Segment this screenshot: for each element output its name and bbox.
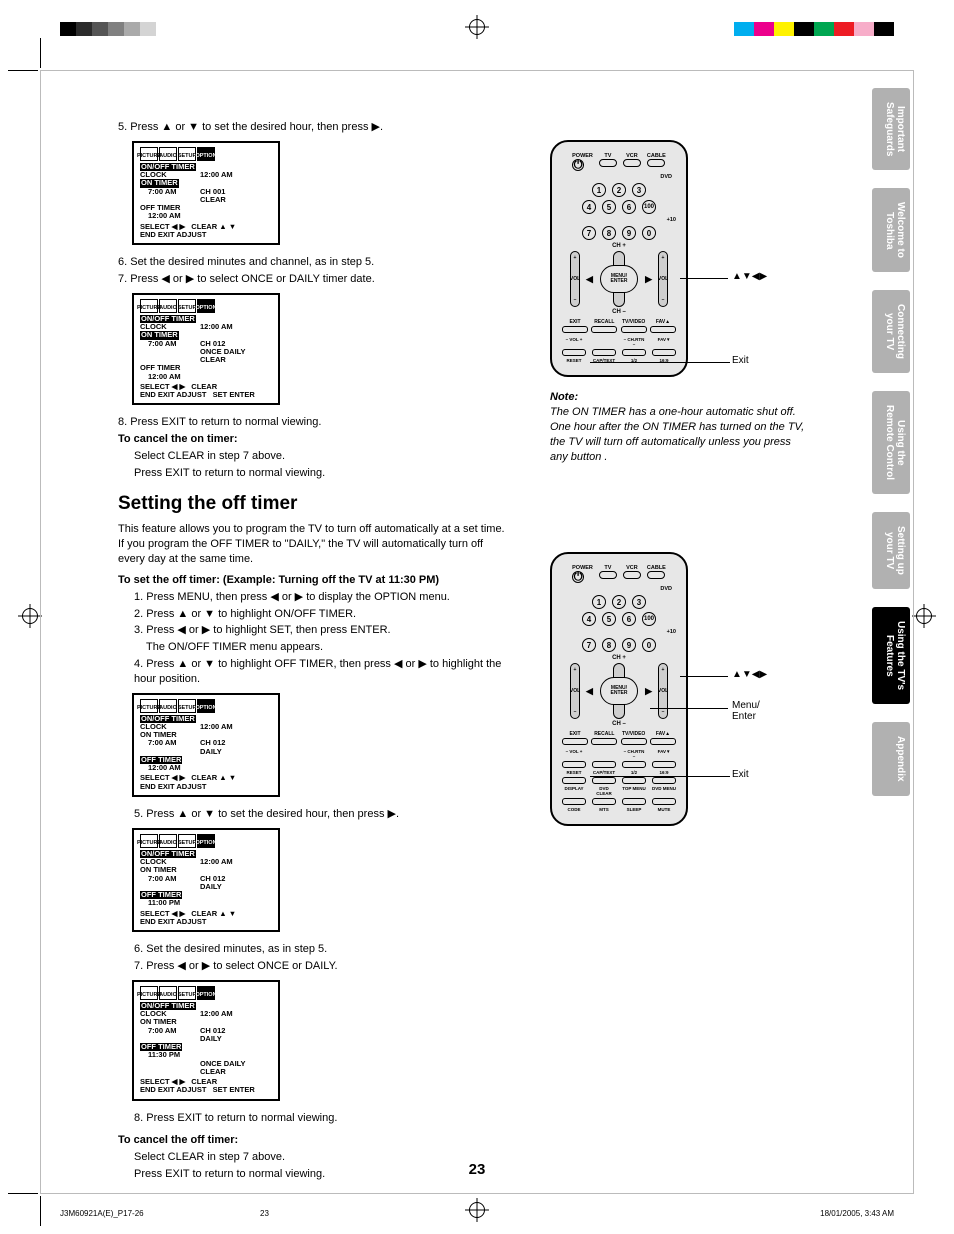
- callout-exit: Exit: [732, 355, 749, 366]
- off-s5: 5. Press ▲ or ▼ to set the desired hour,…: [118, 807, 508, 822]
- cancel-off-l1: Select CLEAR in step 7 above.: [118, 1150, 508, 1165]
- off-s2: 2. Press ▲ or ▼ to highlight ON/OFF TIME…: [118, 607, 508, 622]
- page-number: 23: [469, 1161, 486, 1178]
- osd-screen-1: PICTURE AUDIO SETUP OPTION ON/OFF TIMER …: [132, 141, 280, 245]
- side-tab: Connecting your TV: [872, 290, 910, 373]
- callout-arrows: ▲▼◀▶: [732, 669, 767, 680]
- crop-mark: [40, 38, 41, 68]
- callout-arrows: ▲▼◀▶: [732, 271, 767, 282]
- callout-menu: Menu/ Enter: [732, 700, 760, 722]
- cancel-on-l1: Select CLEAR in step 7 above.: [118, 449, 508, 464]
- side-tab: Using the Remote Control: [872, 391, 910, 494]
- osd-screen-2: PICTURE AUDIO SETUP OPTION ON/OFF TIMER …: [132, 293, 280, 406]
- off-s4: 4. Press ▲ or ▼ to highlight OFF TIMER, …: [118, 657, 508, 687]
- remote-diagram-2: POWER⏻ TV VCR CABLE DVD 123 456100 +10 7…: [550, 552, 740, 826]
- side-tab: Setting up your TV: [872, 512, 910, 589]
- registration-mark-icon: [465, 15, 489, 39]
- cancel-on-l2: Press EXIT to return to normal viewing.: [118, 466, 508, 481]
- note-body: The ON TIMER has a one-hour automatic sh…: [550, 405, 810, 464]
- footer-mid: 23: [260, 1209, 360, 1218]
- crop-mark: [8, 70, 38, 71]
- registration-mark-icon: [912, 604, 936, 628]
- step-6: 6. Set the desired minutes and channel, …: [118, 255, 508, 270]
- off-s3b: The ON/OFF TIMER menu appears.: [118, 640, 508, 655]
- step-5: 5. Press ▲ or ▼ to set the desired hour,…: [118, 120, 508, 135]
- menu-enter-button: MENU/ ENTER: [600, 265, 638, 293]
- step-7: 7. Press ◀ or ▶ to select ONCE or DAILY …: [118, 272, 508, 287]
- cancel-on-head: To cancel the on timer:: [118, 432, 508, 447]
- off-s6: 6. Set the desired minutes, as in step 5…: [118, 942, 508, 957]
- section-title: Setting the off timer: [118, 491, 508, 517]
- off-s8: 8. Press EXIT to return to normal viewin…: [118, 1111, 508, 1126]
- off-s7: 7. Press ◀ or ▶ to select ONCE or DAILY.: [118, 959, 508, 974]
- power-icon: ⏻: [572, 159, 584, 171]
- side-tab: Appendix: [872, 722, 910, 796]
- power-icon: ⏻: [572, 571, 584, 583]
- cancel-off-head: To cancel the off timer:: [118, 1133, 508, 1148]
- right-column: POWER⏻ TV VCR CABLE DVD 123 456100 +10 7…: [550, 140, 810, 840]
- side-tab: Welcome to Toshiba: [872, 188, 910, 272]
- footer-left: J3M60921A(E)_P17-26: [60, 1209, 260, 1218]
- off-head: To set the off timer: (Example: Turning …: [118, 573, 508, 588]
- off-s3: 3. Press ◀ or ▶ to highlight SET, then p…: [118, 623, 508, 638]
- registration-mark-icon: [465, 1198, 489, 1222]
- registration-mark-icon: [18, 604, 42, 628]
- osd-screen-5: PICTURE AUDIO SETUP OPTION ON/OFF TIMER …: [132, 980, 280, 1101]
- crop-mark: [8, 1193, 38, 1194]
- note-heading: Note:: [550, 391, 810, 403]
- crop-mark: [40, 1196, 41, 1226]
- main-content: 5. Press ▲ or ▼ to set the desired hour,…: [118, 118, 508, 1184]
- step-8: 8. Press EXIT to return to normal viewin…: [118, 415, 508, 430]
- side-tabs: Important Safeguards Welcome to Toshiba Co…: [872, 88, 910, 796]
- callout-exit: Exit: [732, 769, 749, 780]
- off-s1: 1. Press MENU, then press ◀ or ▶ to disp…: [118, 590, 508, 605]
- side-tab: Important Safeguards: [872, 88, 910, 170]
- osd-screen-4: PICTURE AUDIO SETUP OPTION ON/OFF TIMER …: [132, 828, 280, 932]
- osd-screen-3: PICTURE AUDIO SETUP OPTION ON/OFF TIMER …: [132, 693, 280, 797]
- section-intro: This feature allows you to program the T…: [118, 522, 508, 567]
- cancel-off-l2: Press EXIT to return to normal viewing.: [118, 1167, 508, 1182]
- side-tab: Using the TV's Features: [872, 607, 910, 704]
- remote-diagram-1: POWER⏻ TV VCR CABLE DVD 123 456100 +10 7…: [550, 140, 740, 377]
- footer-right: 18/01/2005, 3:43 AM: [820, 1209, 894, 1218]
